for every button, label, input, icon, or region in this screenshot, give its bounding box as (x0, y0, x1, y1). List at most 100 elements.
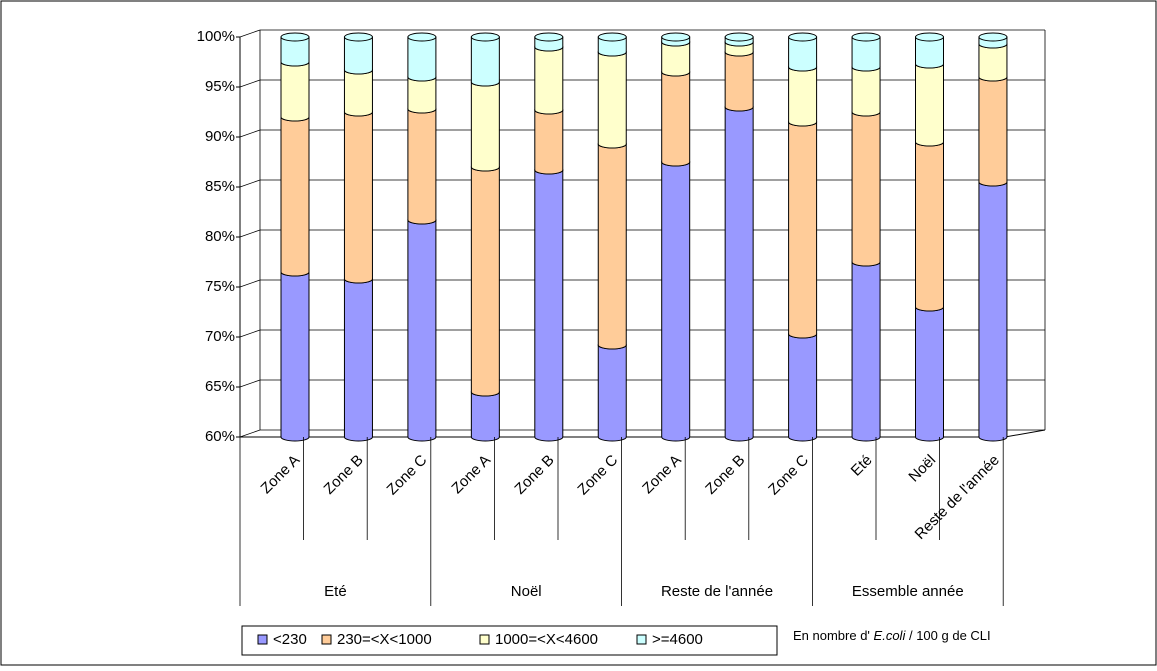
bar-cap (534, 32, 564, 42)
bar-cap (915, 32, 944, 42)
bar-segment (280, 57, 310, 122)
legend-swatch (257, 634, 268, 645)
bar-cap (470, 32, 500, 42)
bar-segment (470, 32, 500, 87)
bar-body (343, 36, 373, 75)
bar-body (470, 36, 500, 87)
bar-cap (724, 32, 754, 42)
grid-line-side (239, 29, 261, 38)
bar-body (915, 306, 944, 442)
bar-segment (597, 139, 627, 350)
bar-cap (978, 32, 1008, 42)
bar-segment (915, 32, 944, 69)
bar-segment (978, 177, 1008, 442)
bar-body (470, 391, 500, 442)
grid-line-side (239, 79, 261, 88)
bar-segment (724, 32, 754, 47)
legend-label: >=4600 (652, 631, 703, 648)
bar-body (978, 181, 1008, 442)
bar-body (597, 36, 627, 57)
group-label: Eté (324, 583, 347, 600)
bar-body (470, 81, 500, 172)
bar-segment (851, 107, 881, 267)
bar-body (407, 76, 437, 114)
bar-segment (343, 274, 373, 442)
y-tick-label: 85% (205, 178, 235, 195)
bar-segment (470, 162, 500, 397)
legend-label: 1000=<X<4600 (495, 631, 598, 648)
bar-body (343, 111, 373, 284)
y-tick-label: 65% (205, 378, 235, 395)
grid-line-side (239, 179, 261, 188)
bar-body (343, 278, 373, 442)
bar-segment (597, 340, 627, 442)
bar-segment (280, 112, 310, 277)
y-tick-label: 60% (205, 428, 235, 445)
bar-segment (915, 59, 944, 147)
bar-body (534, 109, 564, 175)
bar-segment (343, 32, 373, 75)
bar-body (280, 36, 310, 67)
bar-segment (597, 32, 627, 57)
bar-segment (788, 32, 818, 72)
bar-body (788, 36, 818, 72)
bar-cap (280, 32, 310, 42)
bar-cap (661, 32, 691, 42)
grid-line-side (239, 129, 261, 138)
bar-segment (534, 165, 564, 442)
bar-segment (978, 32, 1008, 49)
bar-segment (788, 62, 818, 127)
bar-body (407, 36, 437, 82)
bar-segment (661, 32, 691, 47)
bar-body (661, 41, 691, 77)
bar-body (407, 219, 437, 442)
bar-body (851, 66, 881, 117)
grid-line-side (239, 429, 261, 438)
bar-body (534, 46, 564, 115)
bar-body (661, 161, 691, 442)
bar-body (851, 111, 881, 267)
bar-segment (280, 32, 310, 67)
bar-segment (597, 47, 627, 149)
bar-segment (788, 329, 818, 442)
bar-body (978, 43, 1008, 82)
note-suffix: / 100 g de CLI (909, 628, 991, 643)
bar-segment (343, 107, 373, 284)
bar-cap (407, 32, 437, 42)
y-tick-label: 75% (205, 278, 235, 295)
bar-body (788, 121, 818, 339)
bar-body (915, 36, 944, 69)
y-tick-label: 90% (205, 128, 235, 145)
bar-segment (407, 215, 437, 442)
bar-segment (978, 72, 1008, 187)
bar-segment (724, 102, 754, 442)
bar-body (470, 166, 500, 397)
bar-segment (661, 157, 691, 442)
bar-segment (915, 302, 944, 442)
bar-cap (597, 32, 627, 42)
bar-body (788, 333, 818, 442)
y-tick-label: 70% (205, 328, 235, 345)
note: En nombre d' E.coli / 100 g de CLI (793, 628, 991, 643)
bar-body (851, 36, 881, 72)
bar-segment (724, 47, 754, 112)
bar-body (280, 271, 310, 442)
bar-segment (534, 32, 564, 52)
grid-line-side (239, 279, 261, 288)
bar-body (597, 143, 627, 350)
bar-segment (407, 32, 437, 82)
bar-cap (788, 32, 818, 42)
legend-label: 230=<X<1000 (337, 631, 432, 648)
bar-body (280, 61, 310, 122)
y-tick-label: 100% (197, 28, 235, 45)
legend-swatch (479, 634, 490, 645)
y-tick-label: 95% (205, 78, 235, 95)
legend-label: <230 (273, 631, 307, 648)
bar-segment (280, 267, 310, 442)
bar-body (534, 169, 564, 442)
bar-body (661, 71, 691, 167)
bar-body (597, 344, 627, 442)
bar-body (280, 116, 310, 277)
